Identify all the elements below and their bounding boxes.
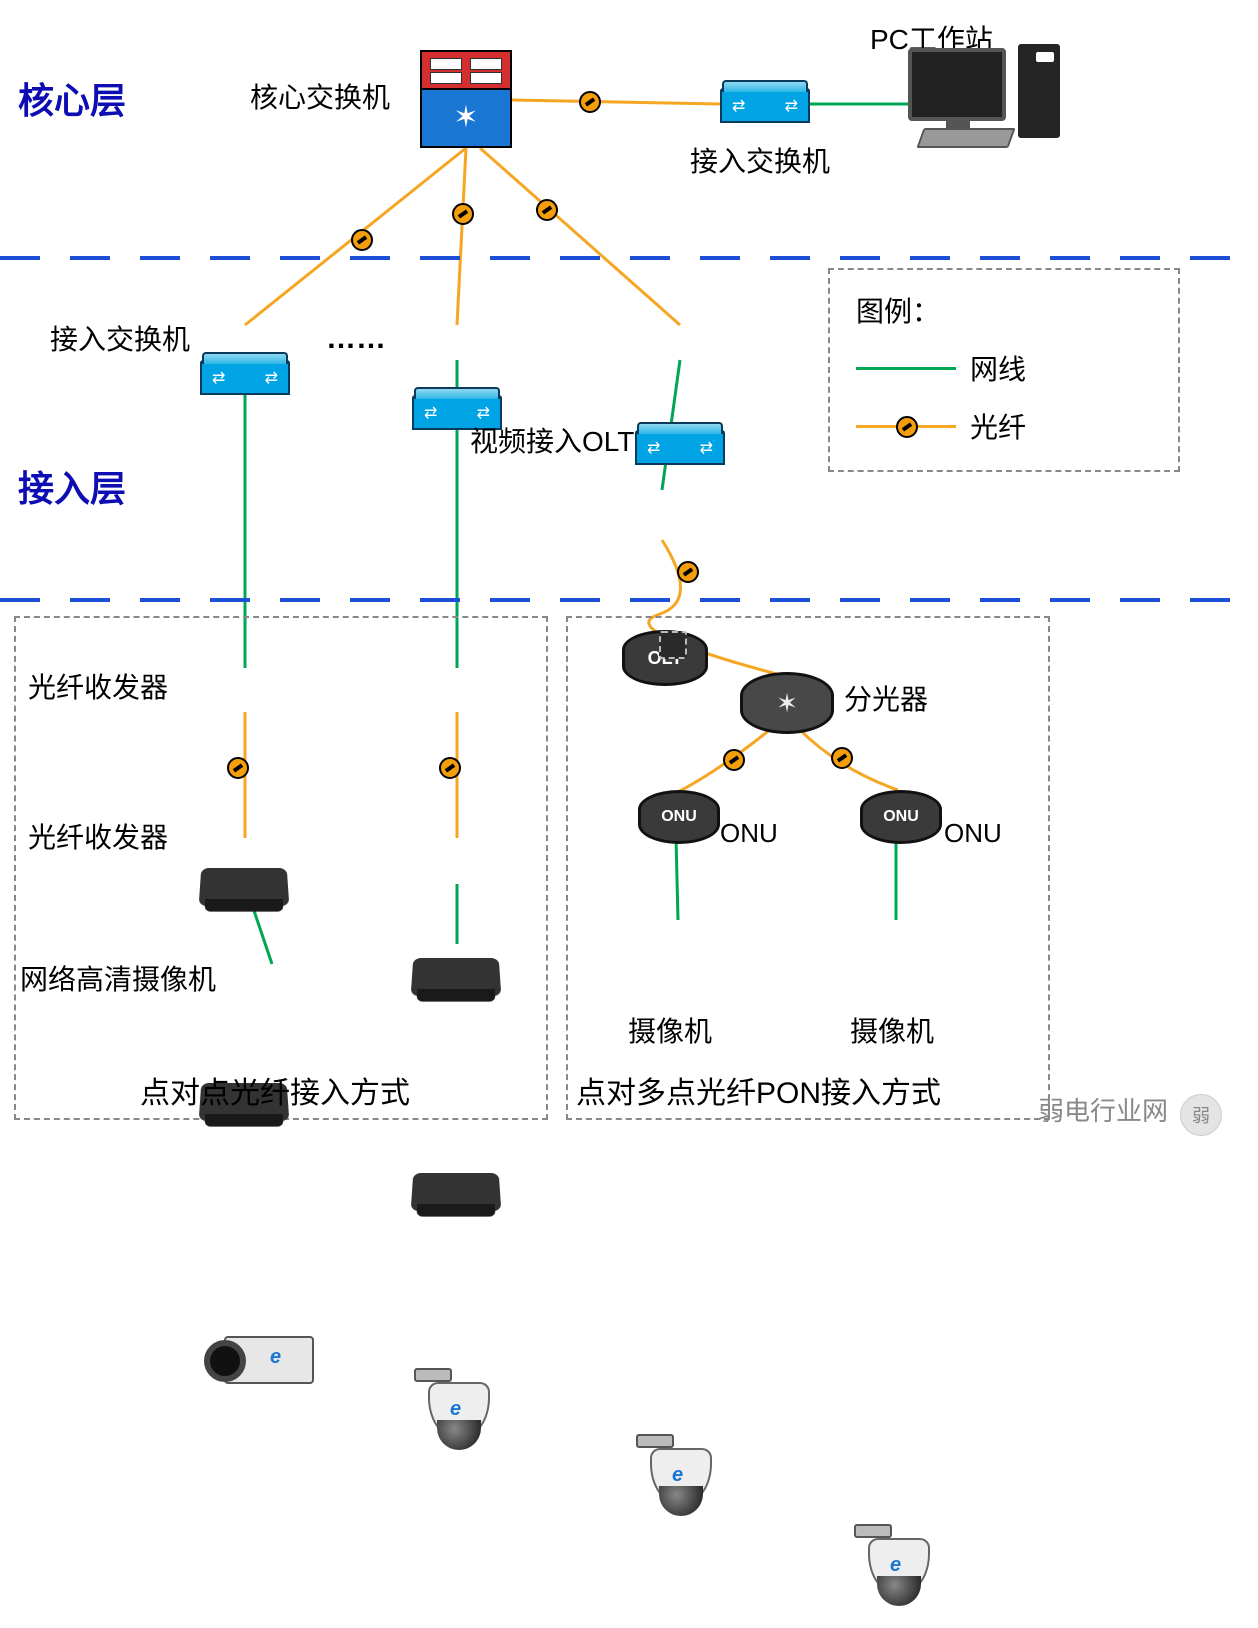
watermark-text: 弱电行业网: [1038, 1091, 1168, 1128]
dome-camera-3-icon: e: [864, 1538, 934, 1628]
watermark-icon: 弱: [1180, 1094, 1222, 1136]
dome-camera-1-icon: e: [424, 1382, 494, 1472]
xcvr-b2-icon: [411, 1173, 502, 1211]
onu-1-icon: ONU: [638, 790, 720, 844]
access-switch-1-icon: ⇄⇄: [200, 360, 290, 395]
pc-workstation-icon: [908, 48, 1008, 145]
top-access-switch-icon: ⇄⇄: [720, 88, 810, 123]
legend-box: 图例： 网线 光纤: [828, 268, 1180, 472]
xcvr-b1-icon: [411, 958, 502, 996]
camera-label-1: 摄像机: [628, 1010, 712, 1050]
access-layer-header: 接入层: [18, 460, 126, 512]
core-switch-icon: ✶: [420, 50, 512, 148]
onu-2-label: ONU: [944, 818, 1002, 849]
fiber-xcvr-label-2: 光纤收发器: [28, 816, 168, 856]
video-olt-label: 视频接入OLT: [470, 420, 634, 460]
camera-label-2: 摄像机: [850, 1010, 934, 1050]
hd-camera-label: 网络高清摄像机: [20, 958, 216, 998]
p2p-caption: 点对点光纤接入方式: [140, 1068, 410, 1112]
pon-caption: 点对多点光纤PON接入方式: [576, 1068, 941, 1112]
dome-camera-2-icon: e: [646, 1448, 716, 1538]
core-switch-label: 核心交换机: [250, 76, 390, 116]
legend-ethernet: 网线: [856, 348, 1152, 388]
top-access-switch-label: 接入交换机: [690, 140, 830, 180]
legend-fiber: 光纤: [856, 406, 1152, 446]
fiber-xcvr-label-1: 光纤收发器: [28, 666, 168, 706]
splitter-icon: ✶: [740, 672, 834, 734]
core-layer-header: 核心层: [18, 72, 126, 124]
xcvr-a1-icon: [199, 868, 290, 906]
onu-1-label: ONU: [720, 818, 778, 849]
splitter-label: 分光器: [844, 678, 928, 718]
access-switch-3-icon: ⇄⇄: [635, 430, 725, 465]
box-camera-icon: e: [224, 1336, 332, 1398]
onu-2-icon: ONU: [860, 790, 942, 844]
access-switch-label: 接入交换机: [50, 318, 190, 358]
ellipsis-label: ……: [326, 322, 386, 356]
legend-title: 图例：: [856, 290, 1152, 330]
